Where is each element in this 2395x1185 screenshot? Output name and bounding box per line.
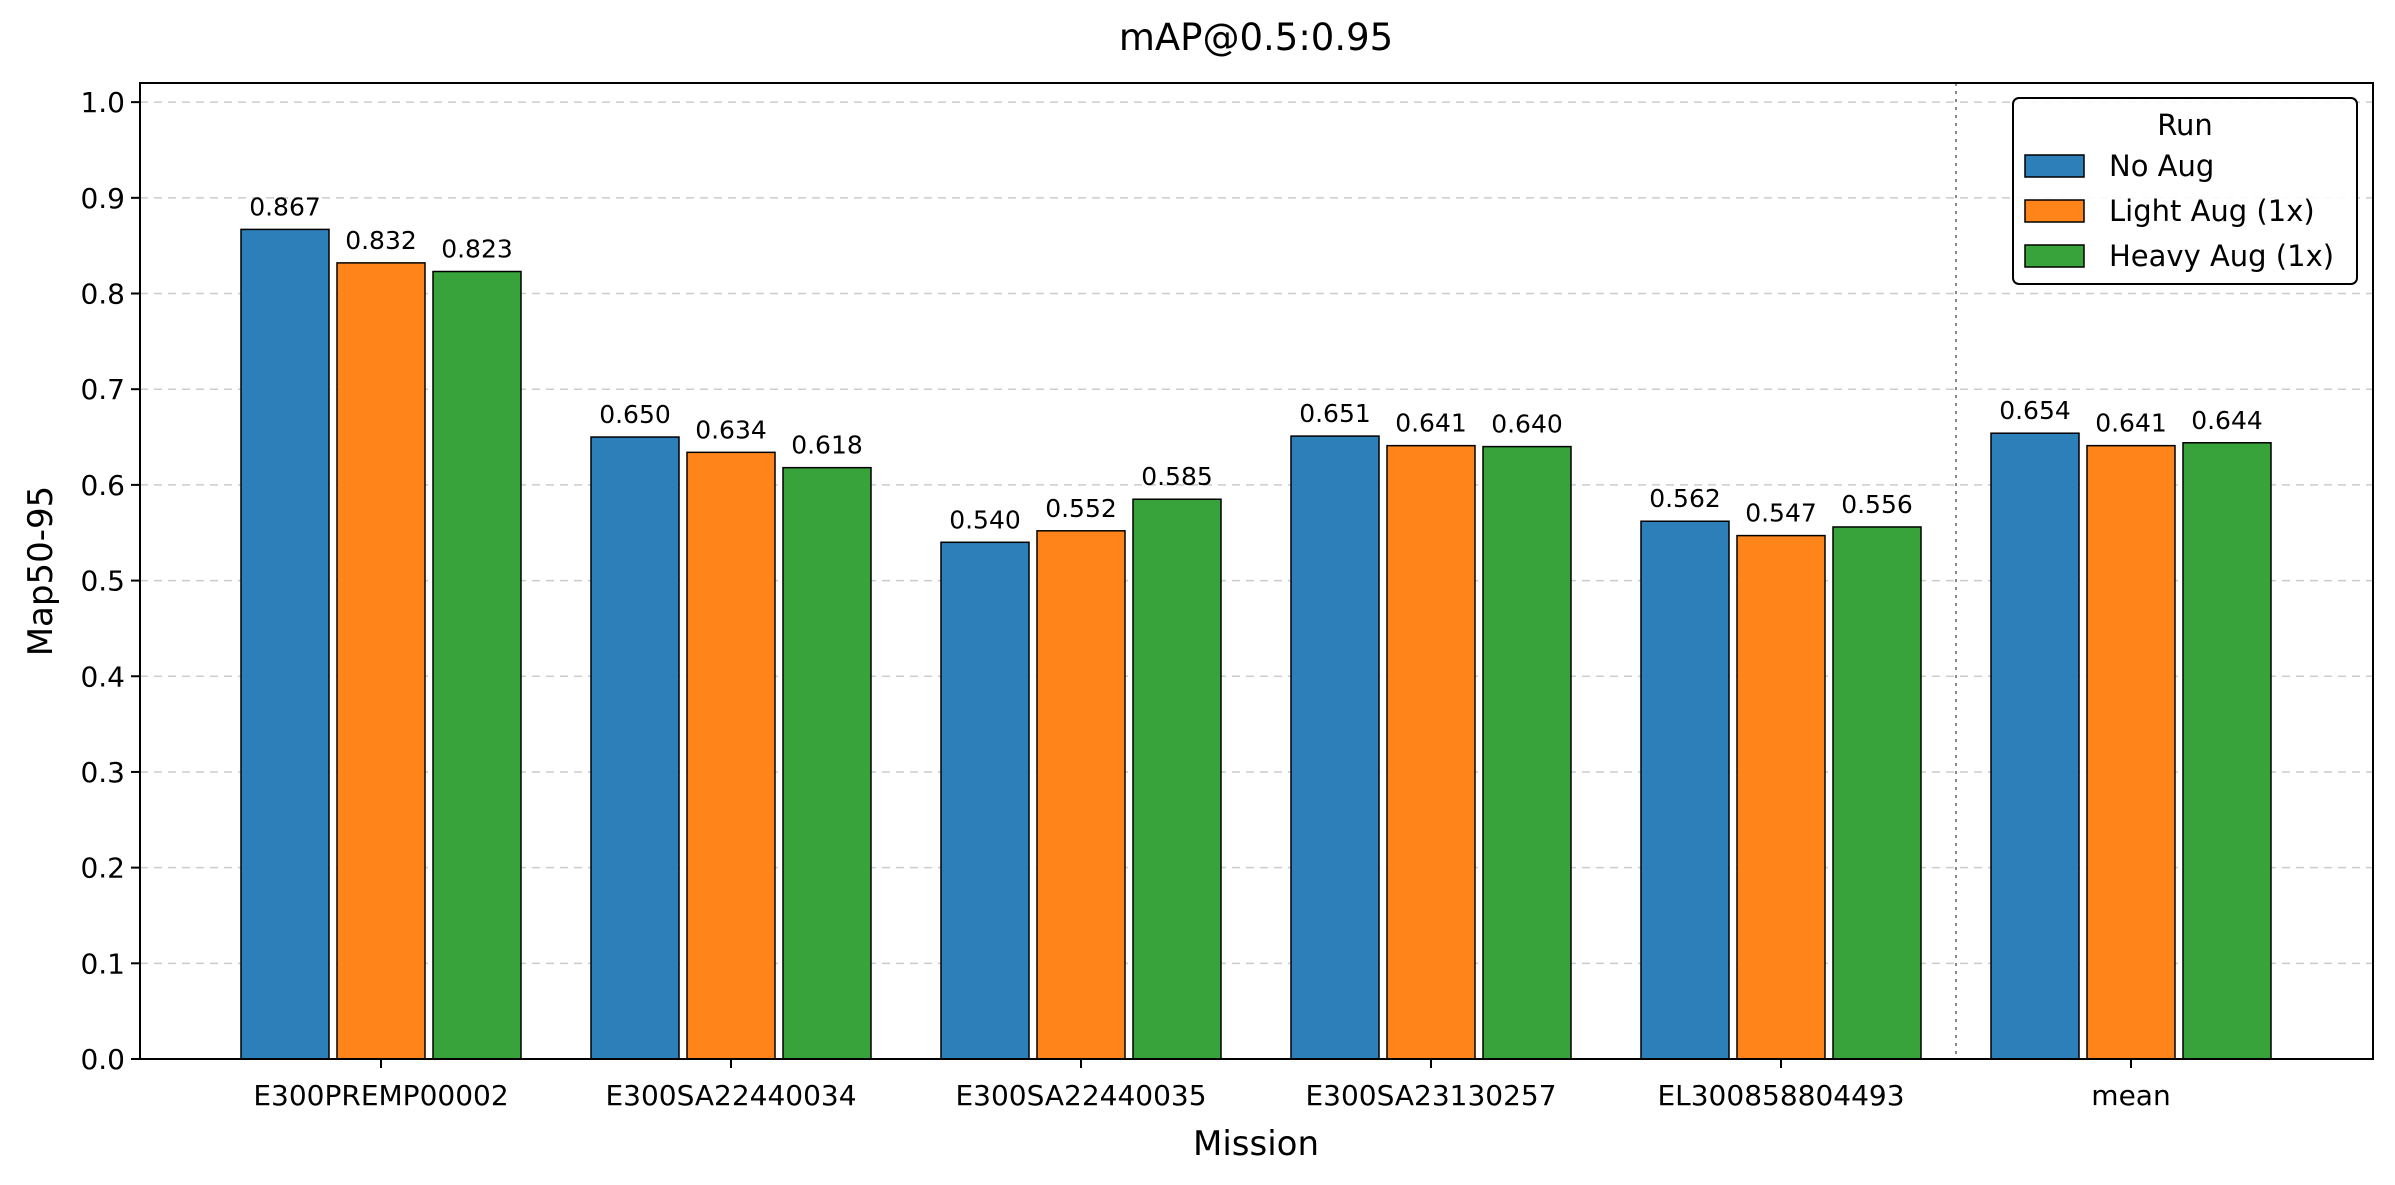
bar [2182, 442, 2272, 1060]
legend-swatch [2024, 154, 2085, 178]
bar [432, 270, 522, 1060]
legend-label: Heavy Aug (1x) [2109, 239, 2334, 273]
y-tick-label: 0.6 [80, 469, 125, 502]
bar [1386, 444, 1476, 1060]
data-label: 0.867 [249, 192, 321, 221]
data-label: 0.640 [1491, 410, 1563, 439]
data-label: 0.552 [1045, 494, 1117, 523]
data-label: 0.618 [791, 431, 863, 460]
data-label: 0.562 [1649, 484, 1721, 513]
x-tick-label: mean [2091, 1079, 2170, 1112]
y-tick-label: 0.8 [80, 278, 125, 311]
data-label: 0.540 [949, 505, 1021, 534]
bars [240, 228, 2272, 1060]
legend-swatch [2024, 244, 2085, 268]
legend-title: Run [2157, 108, 2213, 142]
y-axis-label: Map50-95 [21, 486, 61, 657]
data-label: 0.585 [1141, 462, 1213, 491]
y-tick-label: 0.2 [80, 852, 125, 885]
bar [940, 541, 1030, 1060]
data-label: 0.650 [599, 400, 671, 429]
chart-title: mAP@0.5:0.95 [1119, 16, 1393, 59]
y-tick-label: 0.9 [80, 182, 125, 215]
x-tick-label: E300PREMP00002 [253, 1079, 508, 1112]
bar [782, 466, 872, 1060]
y-tick-label: 0.0 [80, 1043, 125, 1076]
bar [1290, 435, 1380, 1060]
y-axis: 0.0 0.1 0.2 0.3 0.4 0.5 0.6 0.7 0.8 0.9 1.0 [80, 86, 140, 1076]
legend-label: Light Aug (1x) [2109, 194, 2315, 228]
data-label: 0.654 [1999, 396, 2071, 425]
bar [2086, 444, 2176, 1060]
x-axis-label: Mission [1193, 1124, 1319, 1164]
bar [1482, 445, 1572, 1060]
y-tick-label: 0.5 [80, 565, 125, 598]
bar [1640, 520, 1730, 1060]
bar [1990, 432, 2080, 1060]
data-label: 0.644 [2191, 406, 2263, 435]
y-tick-label: 0.7 [80, 373, 125, 406]
x-tick-label: E300SA23130257 [1305, 1079, 1556, 1112]
y-tick-label: 1.0 [80, 86, 125, 119]
bar [336, 262, 426, 1060]
data-labels: 0.867 0.650 0.540 0.651 0.562 0.654 0.832 0.634… [249, 192, 2263, 534]
legend-swatch [2024, 199, 2085, 223]
data-label: 0.651 [1299, 399, 1371, 428]
data-label: 0.832 [345, 226, 417, 255]
plot-frame [139, 82, 2374, 1060]
bar [1736, 534, 1826, 1060]
x-axis: E300PREMP00002 E300SA22440034 E300SA224400… [253, 1059, 2171, 1112]
bar [1832, 526, 1922, 1060]
bar [686, 451, 776, 1060]
x-tick-label: E300SA22440035 [955, 1079, 1206, 1112]
y-tick-label: 0.3 [80, 756, 125, 789]
data-label: 0.641 [1395, 409, 1467, 438]
data-label: 0.556 [1841, 490, 1913, 519]
x-tick-label: EL300858804493 [1657, 1079, 1904, 1112]
legend-label: No Aug [2109, 149, 2214, 183]
x-tick-label: E300SA22440034 [605, 1079, 856, 1112]
bar [1132, 498, 1222, 1060]
y-tick-label: 0.1 [80, 947, 125, 980]
data-label: 0.641 [2095, 409, 2167, 438]
data-label: 0.634 [695, 415, 767, 444]
bar [590, 436, 680, 1060]
bar [1036, 530, 1126, 1060]
legend: Run No Aug Light Aug (1x) Heavy Aug (1x) [2012, 97, 2358, 285]
bar [240, 228, 330, 1060]
y-tick-label: 0.4 [80, 660, 125, 693]
data-label: 0.823 [441, 235, 513, 264]
data-label: 0.547 [1745, 499, 1817, 528]
legend-box [2012, 97, 2358, 285]
